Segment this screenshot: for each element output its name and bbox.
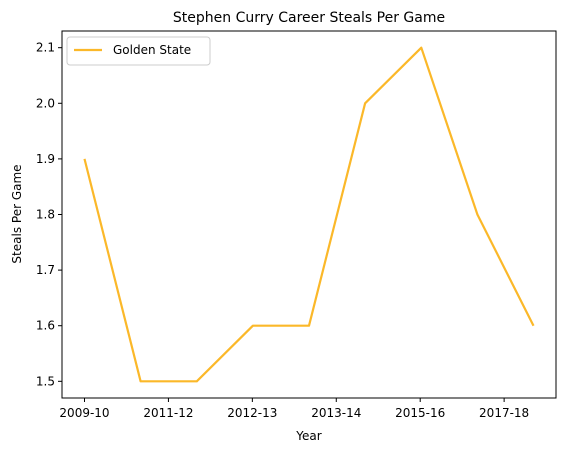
series-layer bbox=[83, 46, 535, 383]
legend: Golden State bbox=[66, 36, 211, 66]
x-tick-label: 2011-12 bbox=[143, 406, 193, 420]
x-tick-label: 2009-10 bbox=[59, 406, 109, 420]
legend-label: Golden State bbox=[113, 43, 191, 57]
y-axis-label: Steals Per Game bbox=[10, 164, 24, 263]
x-axis: 2009-10 2011-12 2012-13 2013-14 2015-16 2017-… bbox=[59, 398, 529, 420]
y-tick-label: 2.1 bbox=[36, 41, 55, 55]
x-tick-label: 2017-18 bbox=[479, 406, 529, 420]
y-tick-label: 1.7 bbox=[36, 263, 55, 277]
x-tick-label: 2015-16 bbox=[395, 406, 445, 420]
y-axis: 1.5 1.6 1.7 1.8 1.9 2.0 2.1 bbox=[36, 41, 62, 388]
x-tick-label: 2013-14 bbox=[311, 406, 361, 420]
plot-area bbox=[61, 30, 557, 399]
y-tick-label: 1.5 bbox=[36, 374, 55, 388]
series-line bbox=[83, 46, 535, 383]
x-tick-label: 2012-13 bbox=[227, 406, 277, 420]
y-tick-label: 2.0 bbox=[36, 96, 55, 110]
y-tick-label: 1.6 bbox=[36, 319, 55, 333]
legend-box bbox=[66, 36, 211, 66]
y-tick-label: 1.9 bbox=[36, 152, 55, 166]
y-tick-label: 1.8 bbox=[36, 208, 55, 222]
chart-title: Stephen Curry Career Steals Per Game bbox=[173, 10, 445, 26]
x-axis-label: Year bbox=[295, 429, 321, 443]
